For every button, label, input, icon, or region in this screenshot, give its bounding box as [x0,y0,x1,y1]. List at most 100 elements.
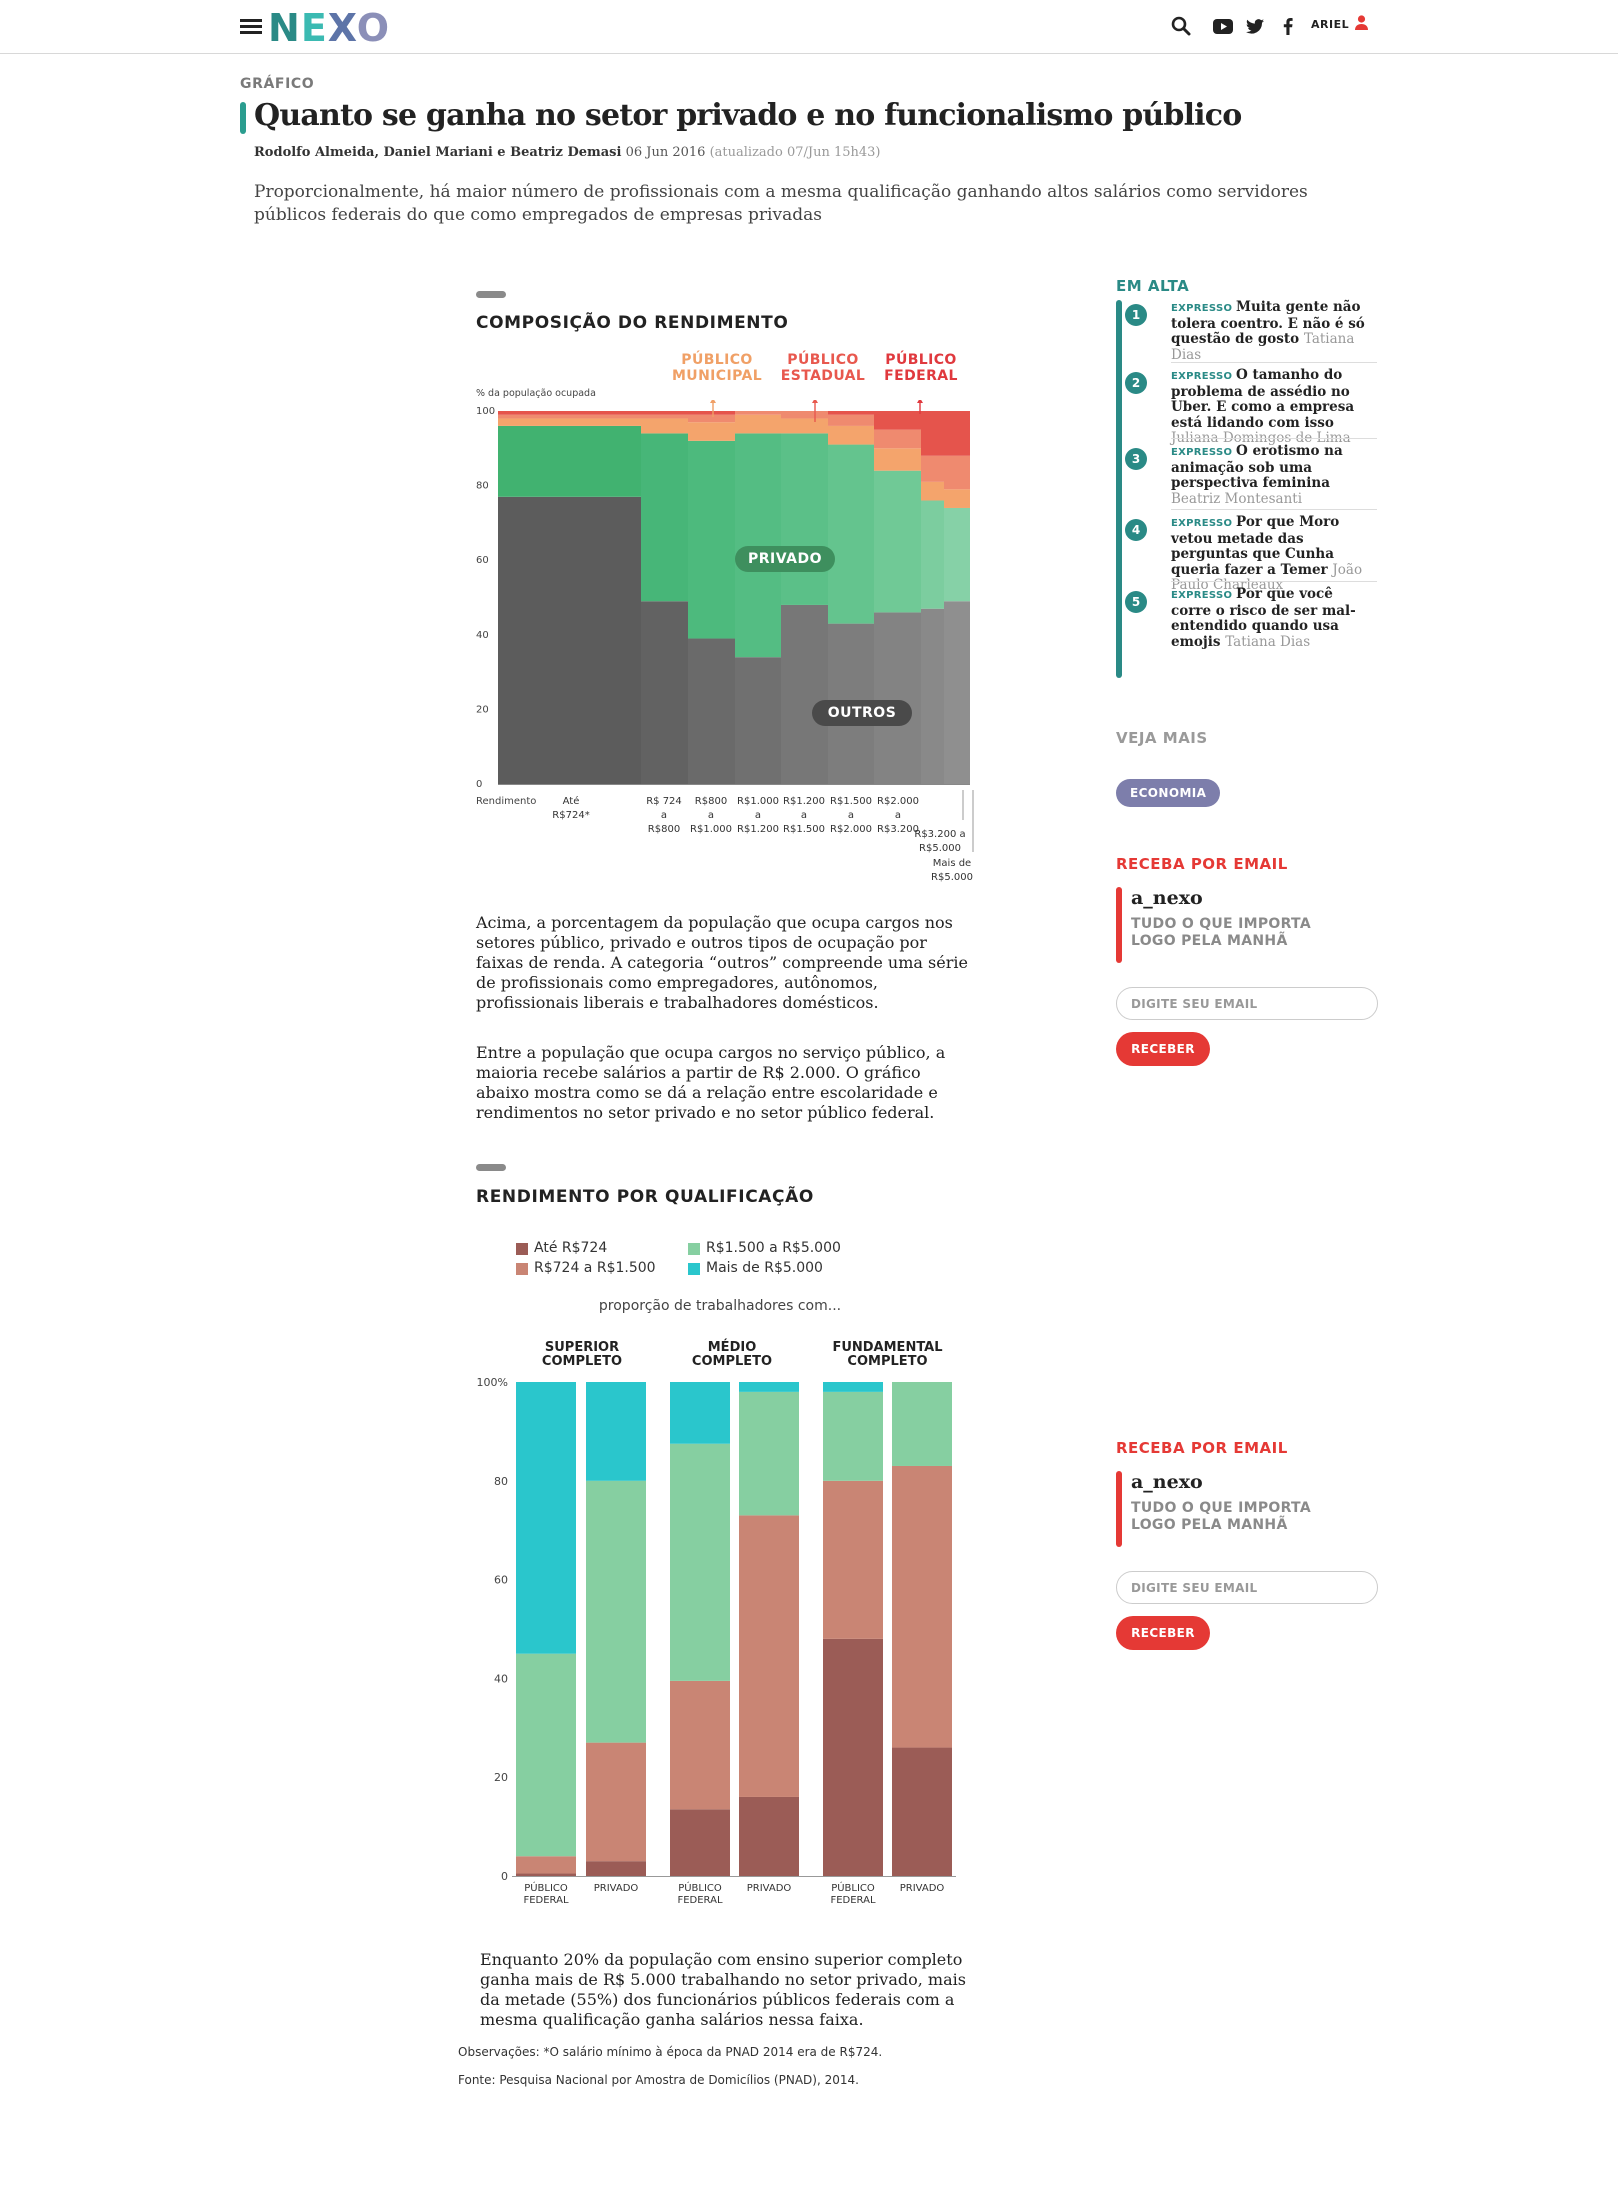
chart2-bar-segment [892,1747,952,1876]
email-input[interactable] [1116,987,1378,1020]
trending-headline[interactable]: Por que Moro vetou metade das perguntas … [1171,514,1340,578]
chart2-x-tick-label: PÚBLICO [524,1881,568,1894]
trending-headline[interactable]: O erotismo na animação sob uma perspecti… [1171,443,1343,491]
menu-icon[interactable] [240,19,262,35]
chart1-segment [781,433,828,605]
trending-tag: EXPRESSO [1171,518,1237,529]
title-accent-bar [240,102,246,134]
chart1-segment [498,425,641,497]
trending-item[interactable]: EXPRESSO Por que Moro vetou metade das p… [1171,514,1371,594]
chart1-x-tick-label: Até [563,795,580,807]
chart1-x-tick-label: R$ 724 [646,796,682,807]
tag-economia[interactable]: ECONOMIA [1116,779,1221,807]
newsletter-title: RECEBA POR EMAIL [1116,1439,1288,1457]
chart1-x-axis-title: Rendimento [476,796,536,807]
chart1-segment [828,425,874,445]
chart1-segment [641,433,688,602]
article-kicker: GRÁFICO [240,76,315,92]
trending-separator [1171,509,1377,510]
email-input[interactable] [1116,1571,1378,1604]
chart2-x-tick-label: PRIVADO [747,1883,792,1894]
chart1-x-tick-label: R$5.000 [919,843,961,854]
trending-headline[interactable]: Muita gente não tolera coentro. E não é … [1171,299,1365,347]
nexo-logo[interactable]: NEXO [268,6,391,50]
trending-tag: EXPRESSO [1171,590,1237,601]
label-outros: OUTROS [812,700,912,726]
section-pill [476,291,506,298]
source-note: Fonte: Pesquisa Nacional por Amostra de … [458,2073,859,2087]
chart2-bar-segment [586,1861,646,1876]
chart1-segment [874,411,921,430]
byline-authors[interactable]: Rodolfo Almeida, Daniel Mariani e Beatri… [254,145,622,160]
chart1-x-tick-label: R$2.000 [830,824,872,835]
chart2-bar-segment [670,1443,730,1681]
group-medio-completo: MÉDIO COMPLETO [691,1340,773,1369]
chart1-segment [921,608,944,784]
chart1-segment [641,411,688,415]
chart2-bar-segment [823,1382,883,1392]
chart2-bar-segment [586,1382,646,1481]
trending-item[interactable]: EXPRESSO Muita gente não tolera coentro.… [1171,299,1371,363]
chart2-bar-segment [739,1391,799,1516]
chart2-bar-segment [670,1382,730,1444]
trending-separator [1171,438,1377,439]
newsletter-description: TUDO O QUE IMPORTA LOGO PELA MANHÃ [1131,1500,1311,1533]
chart1-x-tick-label: a [755,810,761,821]
chart2-bar-segment [516,1856,576,1874]
chart1-segment [921,411,944,456]
trending-tag: EXPRESSO [1171,447,1237,458]
chart1-y-tick: 80 [476,481,489,492]
chart1-segment [828,414,874,426]
byline-date: 06 Jun 2016 [625,145,706,160]
chart1-x-tick-label: R$724* [552,810,589,821]
chart1-segment [735,657,781,784]
youtube-icon[interactable] [1210,13,1236,39]
chart1-segment [688,411,735,415]
trending-tag: EXPRESSO [1171,371,1237,382]
newsletter-accent-bar [1116,1471,1122,1547]
twitter-icon[interactable] [1242,13,1268,39]
chart1-segment [735,414,781,434]
facebook-icon[interactable] [1275,13,1301,39]
trending-rank-badge: 3 [1125,448,1147,470]
section-pill [476,1164,506,1171]
user-icon[interactable] [1355,15,1368,34]
user-name[interactable]: ARIEL [1311,18,1350,31]
chart2-bar-segment [823,1638,883,1876]
trending-item[interactable]: EXPRESSO O erotismo na animação sob uma … [1171,443,1371,507]
trending-item[interactable]: EXPRESSO O tamanho do problema de assédi… [1171,367,1371,447]
trending-rank-badge: 1 [1125,304,1147,326]
chart2-x-tick-label: PÚBLICO [678,1881,722,1894]
chart1-y-tick: 100 [476,406,495,417]
byline: Rodolfo Almeida, Daniel Mariani e Beatri… [254,145,881,160]
chart1-segment [944,507,970,602]
chart1-annotation-arrowhead [812,400,818,403]
chart1-segment [944,601,970,784]
chart1-segment [688,422,735,441]
trending-headline[interactable]: Por que você corre o risco de ser mal-en… [1171,586,1356,650]
section-title-qualificacao: RENDIMENTO POR QUALIFICAÇÃO [476,1187,814,1207]
receive-button[interactable]: RECEBER [1116,1032,1210,1066]
chart1-segment [498,496,641,784]
label-privado: PRIVADO [735,546,835,572]
chart1-segment [874,429,921,449]
trending-headline[interactable]: O tamanho do problema de assédio no Uber… [1171,367,1355,431]
chart2-bar-segment [670,1809,730,1876]
chart2-legend: Até R$724 R$724 a R$1.500 R$1.500 a R$5.00… [516,1240,916,1282]
newsletter-accent-bar [1116,887,1122,963]
chart1-segment [921,500,944,609]
trending-item[interactable]: EXPRESSO Por que você corre o risco de s… [1171,586,1371,650]
label-publico-estadual: PÚBLICO ESTADUAL [780,352,866,384]
chart1-segment [874,448,921,471]
chart1-segment [828,444,874,624]
chart1-y-tick: 20 [476,704,489,715]
label-publico-municipal: PÚBLICO MUNICIPAL [671,352,763,384]
trending-rank-badge: 2 [1125,372,1147,394]
chart1-x-tick-label: Mais de [933,858,971,869]
search-icon[interactable] [1168,13,1194,39]
section-title-composicao: COMPOSIÇÃO DO RENDIMENTO [476,313,789,333]
group-superior-completo: SUPERIOR COMPLETO [541,1340,623,1369]
receive-button[interactable]: RECEBER [1116,1616,1210,1650]
chart2-y-tick: 80 [494,1475,508,1488]
chart2-bar-segment [516,1653,576,1857]
